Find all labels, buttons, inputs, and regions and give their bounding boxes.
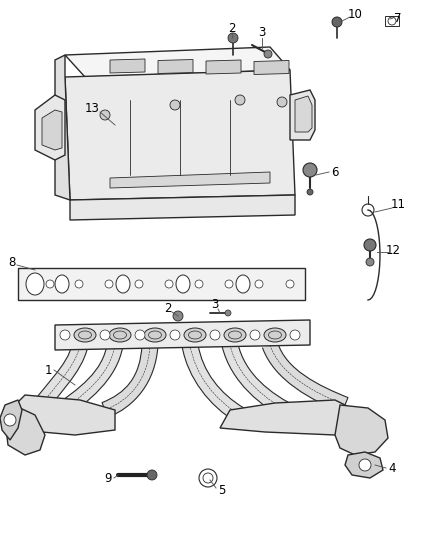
Ellipse shape (184, 328, 206, 342)
Circle shape (100, 330, 110, 340)
Circle shape (286, 280, 294, 288)
Polygon shape (55, 55, 70, 200)
Text: 5: 5 (218, 483, 226, 497)
Polygon shape (206, 60, 241, 74)
Circle shape (264, 50, 272, 58)
Circle shape (228, 33, 238, 43)
Text: 6: 6 (331, 166, 339, 179)
Polygon shape (110, 59, 145, 73)
Text: 2: 2 (164, 302, 172, 314)
Polygon shape (290, 90, 315, 140)
PathPatch shape (50, 344, 123, 422)
Bar (385, 16, 399, 26)
Circle shape (165, 280, 173, 288)
Circle shape (359, 459, 371, 471)
Circle shape (147, 470, 157, 480)
Polygon shape (35, 95, 65, 160)
Ellipse shape (264, 328, 286, 342)
Polygon shape (295, 96, 312, 132)
PathPatch shape (182, 344, 244, 422)
Polygon shape (5, 405, 45, 455)
Circle shape (135, 280, 143, 288)
Circle shape (105, 280, 113, 288)
Text: 7: 7 (394, 12, 402, 25)
Text: 10: 10 (348, 9, 362, 21)
Circle shape (46, 280, 54, 288)
Text: 13: 13 (85, 101, 99, 115)
Polygon shape (70, 195, 295, 220)
PathPatch shape (102, 344, 158, 417)
Polygon shape (65, 47, 290, 77)
Circle shape (255, 280, 263, 288)
Polygon shape (110, 172, 270, 188)
PathPatch shape (222, 343, 299, 422)
Polygon shape (335, 405, 388, 455)
Ellipse shape (176, 275, 190, 293)
Circle shape (60, 330, 70, 340)
Text: 4: 4 (388, 462, 396, 474)
Circle shape (303, 163, 317, 177)
Polygon shape (18, 268, 305, 300)
Circle shape (100, 110, 110, 120)
Ellipse shape (26, 273, 44, 295)
Circle shape (203, 473, 213, 483)
Circle shape (225, 310, 231, 316)
Circle shape (332, 17, 342, 27)
Ellipse shape (55, 275, 69, 293)
Circle shape (235, 95, 245, 105)
Circle shape (277, 97, 287, 107)
Bar (202, 276, 224, 292)
Ellipse shape (236, 275, 250, 293)
Polygon shape (158, 60, 193, 74)
Ellipse shape (74, 328, 96, 342)
Ellipse shape (224, 328, 246, 342)
Circle shape (364, 239, 376, 251)
Circle shape (195, 280, 203, 288)
Bar (262, 276, 284, 292)
Text: 8: 8 (8, 255, 16, 269)
Ellipse shape (116, 275, 130, 293)
Circle shape (75, 280, 83, 288)
Bar (142, 276, 164, 292)
Circle shape (170, 100, 180, 110)
PathPatch shape (262, 343, 348, 413)
Circle shape (170, 330, 180, 340)
Circle shape (173, 311, 183, 321)
Text: 12: 12 (385, 244, 400, 256)
Polygon shape (254, 61, 289, 75)
Ellipse shape (109, 328, 131, 342)
Polygon shape (55, 320, 310, 350)
Polygon shape (42, 110, 62, 150)
Bar (82, 276, 104, 292)
Circle shape (225, 280, 233, 288)
Text: 2: 2 (228, 21, 236, 35)
Polygon shape (65, 70, 295, 200)
Circle shape (210, 330, 220, 340)
Ellipse shape (144, 328, 166, 342)
Polygon shape (0, 400, 22, 440)
PathPatch shape (23, 343, 88, 424)
Text: 1: 1 (44, 364, 52, 376)
Text: 3: 3 (258, 27, 266, 39)
Circle shape (307, 189, 313, 195)
Text: 9: 9 (104, 472, 112, 484)
Text: 11: 11 (391, 198, 406, 212)
Circle shape (199, 469, 217, 487)
Polygon shape (345, 452, 383, 478)
Circle shape (290, 330, 300, 340)
Text: 3: 3 (211, 298, 219, 311)
Circle shape (135, 330, 145, 340)
Circle shape (250, 330, 260, 340)
Circle shape (4, 414, 16, 426)
Polygon shape (12, 395, 115, 435)
Polygon shape (220, 400, 358, 435)
Circle shape (366, 258, 374, 266)
